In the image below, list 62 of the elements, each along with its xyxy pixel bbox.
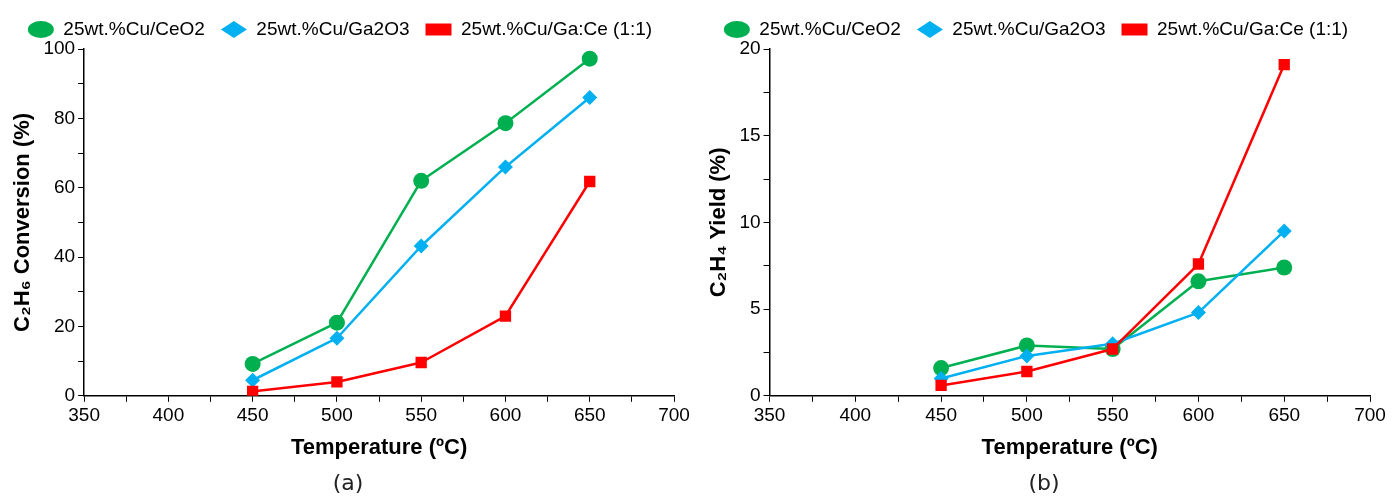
point bbox=[1190, 305, 1206, 321]
point bbox=[1021, 365, 1033, 378]
x-tick-label: 700 bbox=[1354, 404, 1386, 426]
x-tick-label: 350 bbox=[68, 404, 100, 426]
point bbox=[1276, 259, 1293, 276]
x-tick-label: 450 bbox=[236, 404, 269, 426]
point bbox=[415, 356, 427, 369]
point bbox=[413, 238, 429, 254]
legend-label: 25wt.%Cu/Ga2O3 bbox=[952, 17, 1106, 39]
y-tick-label: 15 bbox=[739, 123, 761, 145]
x-tick-label: 500 bbox=[321, 404, 353, 426]
x-tick-label: 400 bbox=[152, 404, 185, 426]
y-tick-label: 80 bbox=[53, 106, 76, 128]
x-tick-label: 400 bbox=[839, 404, 872, 426]
x-tick-label: 550 bbox=[405, 404, 438, 426]
x-tick-label: 650 bbox=[1268, 404, 1301, 426]
x-tick-label: 550 bbox=[1096, 404, 1129, 426]
legend-label: 25wt.%Cu/Ga:Ce (1:1) bbox=[461, 17, 653, 39]
x-tick-label: 600 bbox=[1182, 404, 1215, 426]
x-axis-title: Temperature (ºC) bbox=[981, 433, 1158, 459]
y-tick-label: 10 bbox=[739, 210, 761, 232]
y-tick-label: 0 bbox=[749, 384, 761, 406]
x-tick-label: 650 bbox=[573, 404, 606, 426]
point bbox=[329, 330, 345, 346]
x-axis-title: Temperature (ºC) bbox=[290, 433, 468, 459]
legend-label: 25wt.%Cu/CeO2 bbox=[759, 17, 901, 39]
y-tick-label: 20 bbox=[53, 314, 76, 336]
point bbox=[499, 310, 512, 322]
y-tick-label: 100 bbox=[43, 37, 76, 59]
legend-label: 25wt.%Cu/CeO2 bbox=[63, 17, 205, 39]
x-tick-label: 350 bbox=[753, 404, 786, 426]
legend-label: 25wt.%Cu/Ga:Ce (1:1) bbox=[1157, 17, 1349, 39]
x-tick-label: 450 bbox=[925, 404, 957, 426]
point bbox=[1278, 58, 1290, 71]
point bbox=[581, 50, 598, 67]
y-axis-title: C₂H₄ Yield (%) bbox=[705, 147, 731, 298]
y-tick-label: 5 bbox=[749, 297, 761, 319]
y-tick-label: 0 bbox=[64, 384, 76, 406]
x-tick-label: 600 bbox=[489, 404, 522, 426]
point bbox=[935, 379, 947, 392]
point bbox=[584, 175, 596, 188]
legend-label: 25wt.%Cu/Ga2O3 bbox=[256, 17, 410, 39]
text: (b) bbox=[1027, 470, 1061, 495]
y-tick-label: 20 bbox=[739, 37, 761, 59]
point bbox=[497, 159, 513, 175]
point bbox=[328, 314, 345, 331]
point bbox=[1192, 258, 1205, 270]
point bbox=[1019, 348, 1035, 364]
y-axis-title: C₂H₆ Conversion (%) bbox=[9, 112, 35, 332]
point bbox=[1190, 273, 1207, 290]
x-tick-label: 500 bbox=[1011, 404, 1043, 426]
y-tick-label: 40 bbox=[53, 245, 76, 267]
point bbox=[413, 172, 430, 189]
point bbox=[582, 90, 598, 106]
y-tick-label: 60 bbox=[53, 175, 76, 197]
point bbox=[331, 376, 343, 388]
point bbox=[1276, 223, 1292, 239]
point bbox=[497, 115, 514, 132]
x-tick-label: 700 bbox=[658, 404, 690, 426]
point bbox=[244, 355, 261, 372]
point bbox=[245, 372, 261, 388]
text: (a) bbox=[331, 470, 365, 495]
